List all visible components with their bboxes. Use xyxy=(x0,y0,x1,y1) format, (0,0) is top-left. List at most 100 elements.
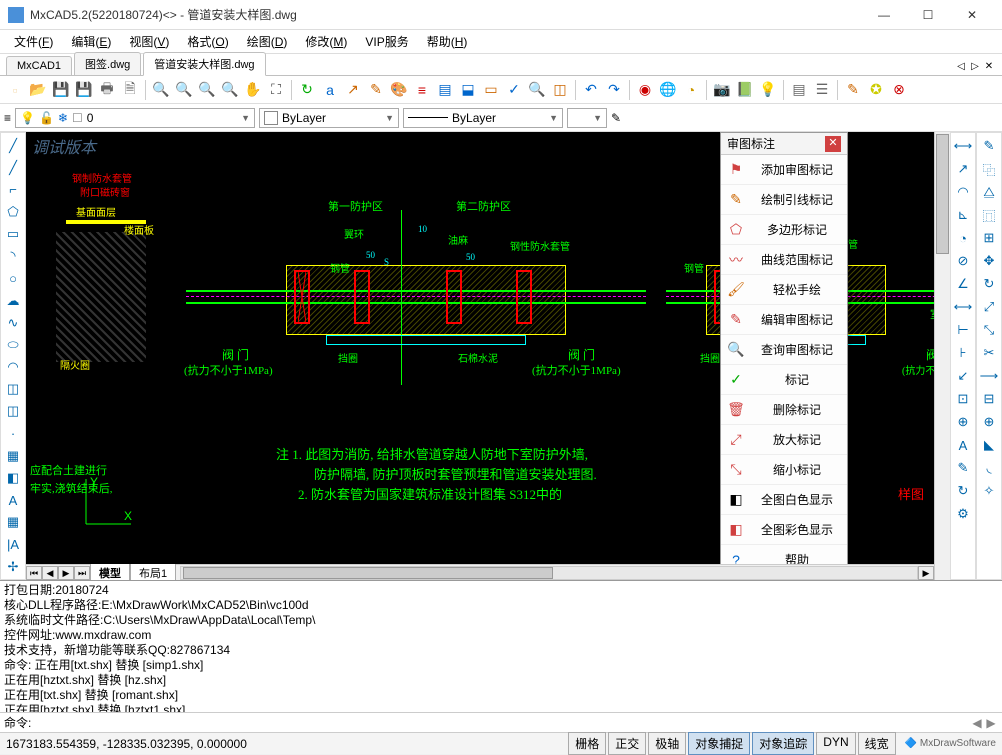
vscroll-thumb[interactable] xyxy=(936,134,949,254)
color-wheel-icon[interactable]: ◉ xyxy=(634,79,656,101)
sheet-first-button[interactable]: ⏮ xyxy=(26,566,42,580)
matchprop-icon[interactable]: ✎ xyxy=(611,111,621,125)
status-toggle[interactable]: 对象追踪 xyxy=(752,732,814,755)
panel-item[interactable]: 🖌轻松手绘 xyxy=(721,275,847,305)
revcloud-icon[interactable]: ☁ xyxy=(2,290,24,311)
leader-icon[interactable]: ↙ xyxy=(952,365,974,387)
book-icon[interactable]: 📗 xyxy=(734,79,756,101)
regen-icon[interactable]: ↻ xyxy=(296,79,318,101)
hscroll-thumb[interactable] xyxy=(183,567,553,579)
palette-icon[interactable]: 🎨 xyxy=(388,79,410,101)
dim-aligned-icon[interactable]: ↗ xyxy=(952,158,974,180)
dim-icon[interactable]: ▭ xyxy=(480,79,502,101)
dim-dia-icon[interactable]: ⊘ xyxy=(952,250,974,272)
circle-icon[interactable]: ○ xyxy=(2,268,24,289)
layers-icon[interactable]: ≡ xyxy=(411,79,433,101)
panel-close-button[interactable]: ✕ xyxy=(825,136,841,152)
hscroll-track[interactable] xyxy=(180,566,918,580)
panel-item[interactable]: ◧全图彩色显示 xyxy=(721,515,847,545)
measure-icon[interactable]: ↗ xyxy=(342,79,364,101)
dim-radius-icon[interactable]: ◔ xyxy=(952,227,974,249)
ellipse-arc-icon[interactable]: ◠ xyxy=(2,357,24,378)
maximize-button[interactable]: ☐ xyxy=(906,1,950,29)
vscroll-track[interactable] xyxy=(934,132,950,580)
zoom-extents-icon[interactable]: ⛶ xyxy=(265,79,287,101)
star-icon[interactable]: ✪ xyxy=(865,79,887,101)
sheet-next-button[interactable]: ▶ xyxy=(58,566,74,580)
save-icon[interactable]: 💾 xyxy=(50,79,72,101)
explode-icon[interactable]: ✧ xyxy=(978,480,1000,502)
align-icon[interactable]: ⬓ xyxy=(457,79,479,101)
camera-icon[interactable]: 📷 xyxy=(711,79,733,101)
dim-quick-icon[interactable]: ⟷ xyxy=(952,296,974,318)
status-toggle[interactable]: 极轴 xyxy=(648,732,686,755)
chamfer-icon[interactable]: ◣ xyxy=(978,434,1000,456)
dimstyle-icon[interactable]: ⚙ xyxy=(952,503,974,525)
hatch-icon[interactable]: ▤ xyxy=(434,79,456,101)
file-tab[interactable]: 图签.dwg xyxy=(74,52,141,75)
table-icon[interactable]: ▦ xyxy=(2,512,24,533)
panel-item[interactable]: ⤡缩小标记 xyxy=(721,455,847,485)
command-log[interactable]: 打包日期:20180724核心DLL程序路径:E:\MxDrawWork\MxC… xyxy=(0,581,1002,712)
ellipse-icon[interactable]: ⬭ xyxy=(2,334,24,355)
file-tab[interactable]: 管道安装大样图.dwg xyxy=(143,52,265,76)
minimize-button[interactable]: — xyxy=(862,1,906,29)
undo-icon[interactable]: ↶ xyxy=(580,79,602,101)
scale-icon[interactable]: ⤢ xyxy=(978,296,1000,318)
cmd-scroll-left[interactable]: ◀ xyxy=(970,716,984,730)
brush-icon[interactable]: ✎ xyxy=(365,79,387,101)
sheet-last-button[interactable]: ⏭ xyxy=(74,566,90,580)
bulb-icon[interactable]: 💡 xyxy=(757,79,779,101)
find-icon[interactable]: 🔍 xyxy=(526,79,548,101)
exit-icon[interactable]: ⊗ xyxy=(888,79,910,101)
region-icon[interactable]: ◧ xyxy=(2,467,24,488)
panel-item[interactable]: 🗑删除标记 xyxy=(721,395,847,425)
dim-angular-icon[interactable]: ∠ xyxy=(952,273,974,295)
text-a-icon[interactable]: A xyxy=(2,490,24,511)
block-icon[interactable]: ◫ xyxy=(549,79,571,101)
print-preview-icon[interactable]: 🗎 xyxy=(119,79,141,101)
menu-VIP服务[interactable]: VIP服务 xyxy=(357,30,416,53)
point-icon[interactable]: · xyxy=(2,423,24,444)
join-icon[interactable]: ⊕ xyxy=(978,411,1000,433)
offset-icon[interactable]: ⿵ xyxy=(978,204,1000,226)
menu-帮助[interactable]: 帮助(H) xyxy=(419,30,476,53)
zoom-out-icon[interactable]: 🔍 xyxy=(173,79,195,101)
menu-编辑[interactable]: 编辑(E) xyxy=(63,30,119,53)
save-as-icon[interactable]: 💾 xyxy=(73,79,95,101)
command-input[interactable] xyxy=(35,716,970,730)
panel-item[interactable]: ⬠多边形标记 xyxy=(721,215,847,245)
zoom-in-icon[interactable]: 🔍 xyxy=(150,79,172,101)
close-button[interactable]: ✕ xyxy=(950,1,994,29)
panel-item[interactable]: ⤢放大标记 xyxy=(721,425,847,455)
panel-item[interactable]: ◧全图白色显示 xyxy=(721,485,847,515)
mirror-icon[interactable]: ⧋ xyxy=(978,181,1000,203)
lineweight-combo[interactable]: ▼ xyxy=(567,108,607,128)
sheet-tab[interactable]: 模型 xyxy=(90,563,130,581)
globe-icon[interactable]: 🌐 xyxy=(657,79,679,101)
status-toggle[interactable]: 线宽 xyxy=(858,732,896,755)
stretch-icon[interactable]: ⤡ xyxy=(978,319,1000,341)
copy-icon[interactable]: ⿻ xyxy=(978,158,1000,180)
menu-文件[interactable]: 文件(F) xyxy=(6,30,61,53)
props-icon[interactable]: ☰ xyxy=(811,79,833,101)
polyline-icon[interactable]: ⌐ xyxy=(2,179,24,200)
spell-icon[interactable]: ✓ xyxy=(503,79,525,101)
dim-edit-icon[interactable]: A xyxy=(952,434,974,456)
panel-item[interactable]: ✎绘制引线标记 xyxy=(721,185,847,215)
tab-close-button[interactable]: ✕ xyxy=(982,61,996,75)
tolerance-icon[interactable]: ⊡ xyxy=(952,388,974,410)
layer-mgr-icon[interactable]: ▤ xyxy=(788,79,810,101)
drawing-canvas[interactable]: 调试版本 X Y xyxy=(26,132,934,564)
tab-next-button[interactable]: ▷ xyxy=(968,61,982,75)
status-toggle[interactable]: 正交 xyxy=(608,732,646,755)
vip-icon[interactable]: ◔ xyxy=(680,79,702,101)
linetype-combo[interactable]: ByLayer ▼ xyxy=(403,108,563,128)
mtext-icon[interactable]: |A xyxy=(2,534,24,555)
xline-icon[interactable]: ╱ xyxy=(2,157,24,178)
dim-linear-icon[interactable]: ⟷ xyxy=(952,135,974,157)
centermark-icon[interactable]: ⊕ xyxy=(952,411,974,433)
cmd-scroll-right[interactable]: ▶ xyxy=(984,716,998,730)
tab-prev-button[interactable]: ◁ xyxy=(954,61,968,75)
pan-icon[interactable]: ✋ xyxy=(242,79,264,101)
